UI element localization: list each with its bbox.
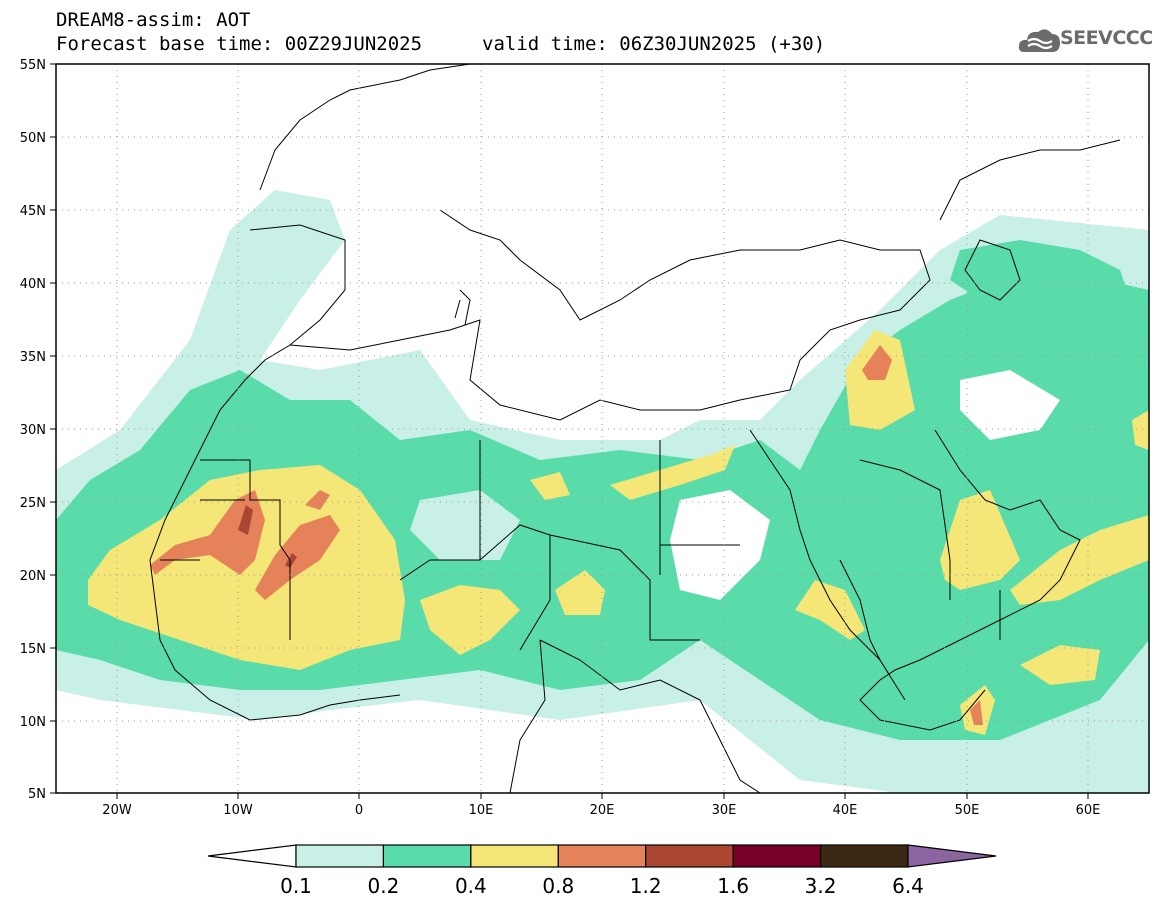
aot-band-0.4 [530,472,570,500]
aot-band-0.8 [970,700,983,725]
lat-label: 50N [20,131,46,146]
lat-label: 35N [20,350,46,365]
lat-label: 30N [20,423,46,438]
colorbar-label: 0.4 [455,874,487,898]
aot-band-low [960,370,1060,440]
aot-band-0.4 [1132,410,1149,450]
colorbar-swatch [819,844,909,868]
aot-band-0.8 [862,345,892,380]
colorbar-label: 0.2 [368,874,400,898]
aot-band-0.4 [610,445,735,500]
colorbar-swatch [382,844,472,868]
aot-shading [56,190,1149,793]
aot-band-0.8 [255,515,340,600]
aot-band-0.4 [940,490,1020,590]
colorbar-swatch [645,844,734,868]
lon-label: 10E [469,803,494,818]
lon-label: 50E [955,803,980,818]
aot-band-0.4 [795,580,865,640]
aot-band-0.4 [555,570,605,615]
aot-band-0.4 [420,585,520,655]
colorbar-label: 0.8 [542,874,574,898]
colorbar-swatch [907,844,997,868]
coastlines [149,64,1121,793]
aot-band-0.2 [950,240,1130,310]
forecast-base-time: Forecast base time: 00Z29JUN2025 [56,33,423,55]
lat-label: 5N [28,787,46,802]
colorbar-swatch [732,844,822,868]
lon-label: 0 [355,803,363,818]
lat-label: 15N [20,642,46,657]
colorbar-label: 6.4 [892,874,924,898]
colorbar-label: 1.2 [630,874,662,898]
lon-label: 20W [102,803,132,818]
lat-label: 20N [20,569,46,584]
colorbar-swatch [207,844,297,868]
lon-label: 10W [223,803,253,818]
aot-band-0.4 [1010,515,1149,605]
colorbar-label: 1.6 [717,874,749,898]
aot-band-0.8 [305,490,330,510]
tick-marks [50,63,1089,799]
colorbar: 0.1 0.2 0.4 0.8 1.2 1.6 3.2 6.4 [207,844,997,898]
lat-label: 10N [20,715,46,730]
lon-label: 30E [712,803,737,818]
aot-band-1.2 [285,553,297,568]
aot-band-low [410,490,520,560]
graticule [56,64,1149,793]
lat-label: 55N [20,58,46,73]
aot-band-0.8 [150,490,265,575]
colorbar-label: 3.2 [805,874,837,898]
lon-label: 20E [590,803,615,818]
aot-band-0.4 [1020,645,1100,685]
colorbar-label: 0.1 [280,874,312,898]
lat-label: 25N [20,496,46,511]
map-title: DREAM8-assim: AOT [56,9,251,31]
valid-time: valid time: 06Z30JUN2025 (+30) [482,33,826,55]
colorbar-swatch [470,844,559,868]
logo-text: SEEVCCC [1060,27,1153,49]
lon-label: 40E [833,803,858,818]
cloud-logo-icon [1018,29,1060,52]
aot-band-1.2 [238,505,253,535]
lat-label: 40N [20,277,46,292]
colorbar-swatch [557,844,647,868]
lat-label: 45N [20,204,46,219]
lon-label: 60E [1076,803,1101,818]
colorbar-swatch [295,844,385,868]
